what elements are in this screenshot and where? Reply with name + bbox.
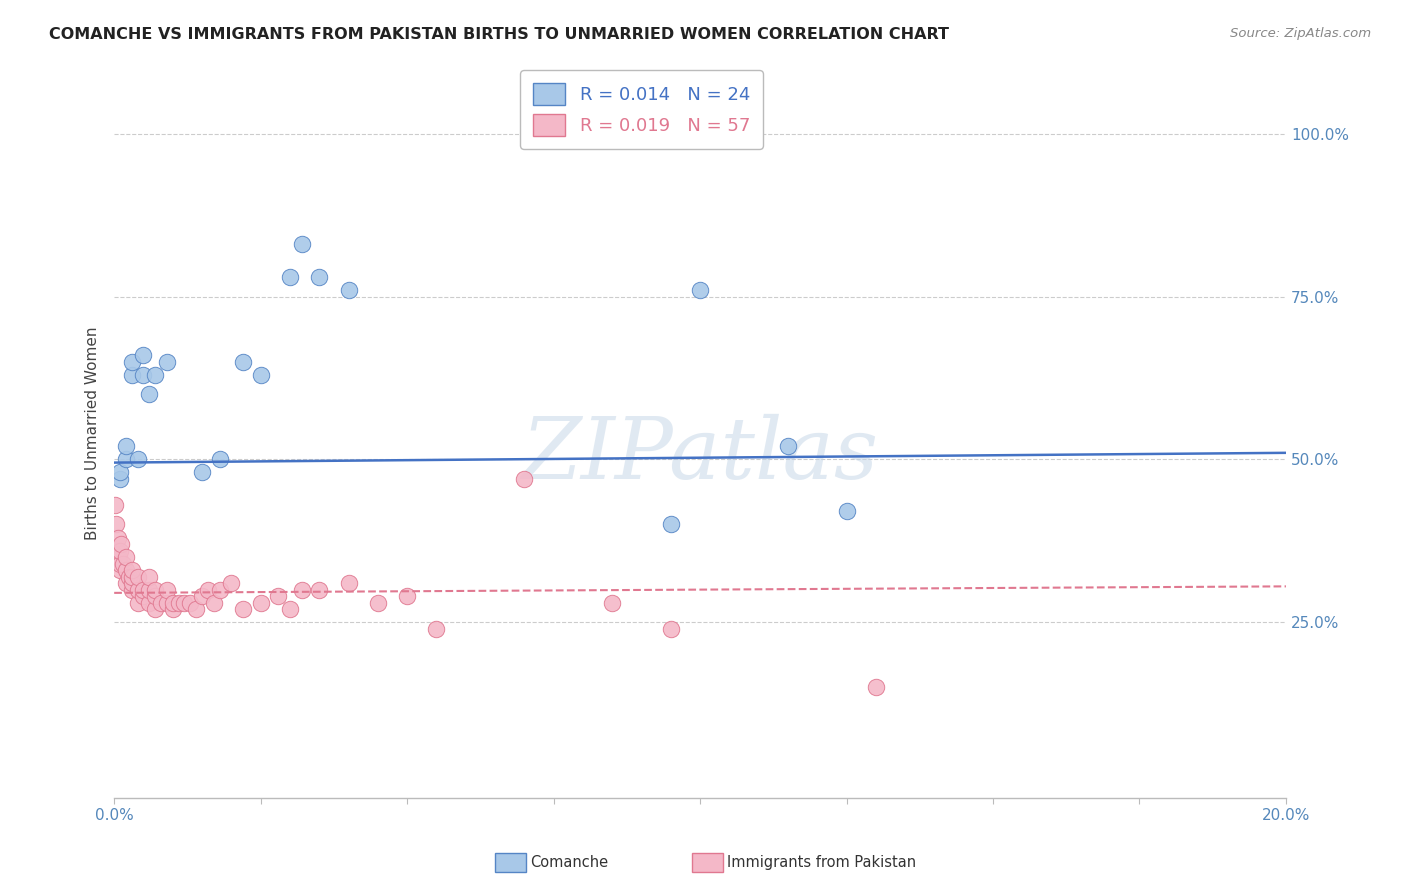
- Text: Source: ZipAtlas.com: Source: ZipAtlas.com: [1230, 27, 1371, 40]
- Point: [104, 498, 127, 512]
- Point: [138, 569, 160, 583]
- Point: [659, 622, 682, 636]
- Point: [776, 439, 799, 453]
- Point: [162, 602, 184, 616]
- Point: [127, 569, 149, 583]
- Point: [659, 517, 682, 532]
- Point: [337, 283, 360, 297]
- Point: [337, 576, 360, 591]
- Point: [143, 602, 166, 616]
- Text: COMANCHE VS IMMIGRANTS FROM PAKISTAN BIRTHS TO UNMARRIED WOMEN CORRELATION CHART: COMANCHE VS IMMIGRANTS FROM PAKISTAN BIR…: [49, 27, 949, 42]
- Point: [111, 557, 134, 571]
- Point: [249, 368, 271, 382]
- Point: [143, 589, 166, 603]
- Text: ZIPatlas: ZIPatlas: [522, 414, 879, 497]
- Point: [156, 596, 179, 610]
- Point: [232, 602, 254, 616]
- Point: [127, 452, 149, 467]
- Point: [127, 582, 149, 597]
- Point: [104, 517, 127, 532]
- Text: Immigrants from Pakistan: Immigrants from Pakistan: [727, 855, 917, 870]
- Point: [118, 569, 141, 583]
- Point: [308, 269, 330, 284]
- Point: [396, 589, 419, 603]
- Point: [105, 543, 128, 558]
- Point: [108, 543, 131, 558]
- Point: [425, 622, 447, 636]
- Point: [278, 602, 301, 616]
- Point: [249, 596, 271, 610]
- Point: [108, 557, 131, 571]
- Point: [121, 563, 143, 577]
- Point: [156, 582, 179, 597]
- Point: [138, 582, 160, 597]
- Point: [291, 582, 314, 597]
- Point: [835, 504, 858, 518]
- Point: [291, 237, 314, 252]
- Point: [121, 354, 143, 368]
- Point: [115, 452, 138, 467]
- Point: [110, 537, 132, 551]
- Point: [121, 368, 143, 382]
- Point: [156, 354, 179, 368]
- Point: [208, 582, 231, 597]
- Point: [232, 354, 254, 368]
- Point: [865, 681, 887, 695]
- Point: [689, 283, 711, 297]
- Point: [115, 563, 138, 577]
- Point: [162, 596, 184, 610]
- Point: [108, 466, 131, 480]
- Point: [191, 466, 214, 480]
- Point: [186, 602, 208, 616]
- Point: [108, 549, 131, 564]
- Point: [115, 576, 138, 591]
- Point: [150, 596, 173, 610]
- Point: [191, 589, 214, 603]
- Point: [138, 387, 160, 401]
- Point: [278, 269, 301, 284]
- Point: [107, 531, 129, 545]
- Point: [208, 452, 231, 467]
- Point: [121, 582, 143, 597]
- Point: [132, 348, 155, 362]
- Point: [108, 472, 131, 486]
- Point: [202, 596, 225, 610]
- Point: [132, 368, 155, 382]
- Point: [308, 582, 330, 597]
- Point: [197, 582, 219, 597]
- Point: [132, 582, 155, 597]
- Text: Comanche: Comanche: [530, 855, 609, 870]
- Point: [121, 576, 143, 591]
- Point: [108, 563, 131, 577]
- Point: [127, 596, 149, 610]
- Point: [179, 596, 201, 610]
- Point: [173, 596, 195, 610]
- Point: [115, 439, 138, 453]
- Point: [121, 569, 143, 583]
- Y-axis label: Births to Unmarried Women: Births to Unmarried Women: [86, 326, 100, 540]
- Legend: R = 0.014   N = 24, R = 0.019   N = 57: R = 0.014 N = 24, R = 0.019 N = 57: [520, 70, 763, 149]
- Point: [367, 596, 389, 610]
- Point: [600, 596, 623, 610]
- Point: [132, 589, 155, 603]
- Point: [138, 596, 160, 610]
- Point: [513, 472, 536, 486]
- Point: [267, 589, 290, 603]
- Point: [167, 596, 190, 610]
- Point: [115, 549, 138, 564]
- Point: [221, 576, 243, 591]
- Point: [143, 368, 166, 382]
- Point: [143, 582, 166, 597]
